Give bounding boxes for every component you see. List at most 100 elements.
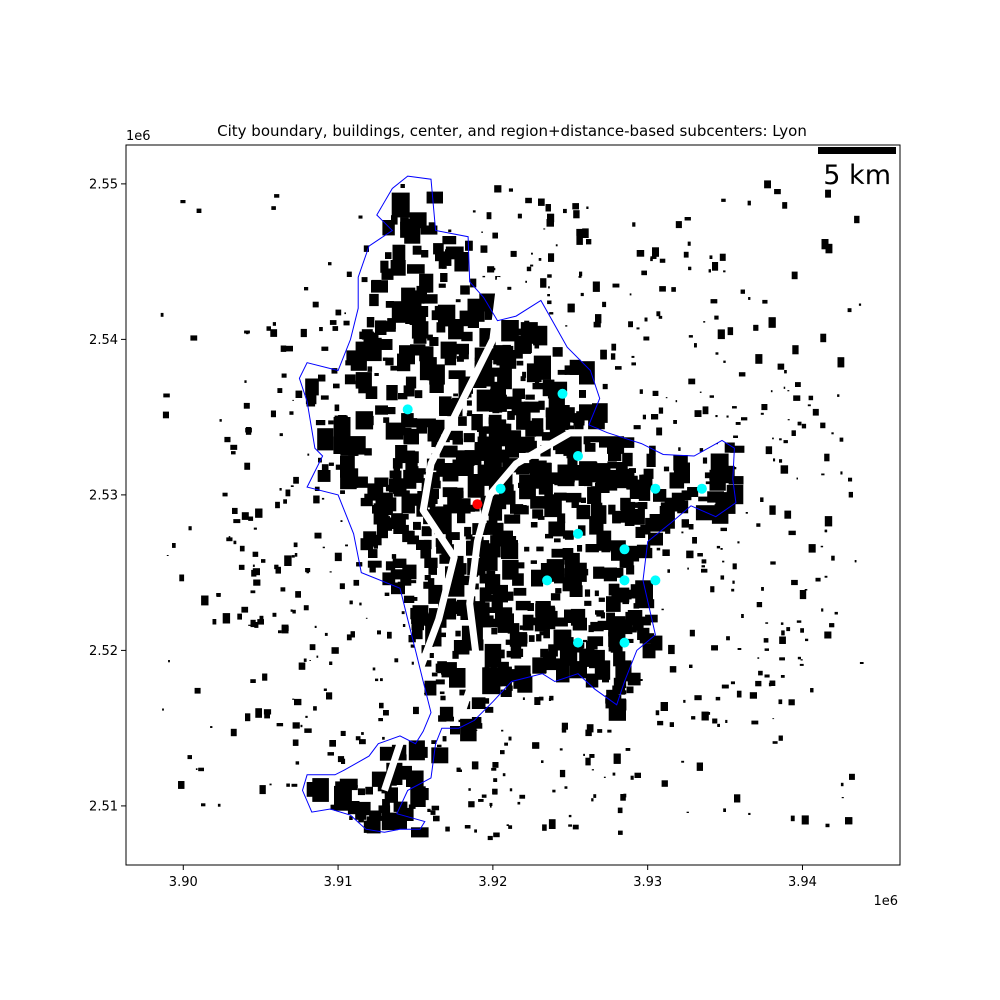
building-footprint [535, 601, 551, 621]
building-footprint [548, 644, 558, 657]
building-footprint [837, 394, 840, 397]
building-footprint [481, 794, 487, 798]
building-footprint [498, 377, 507, 390]
building-footprint [430, 810, 436, 815]
building-footprint [664, 497, 675, 512]
building-footprint [610, 643, 623, 653]
building-footprint [824, 631, 832, 639]
building-footprint [765, 446, 773, 455]
building-footprint [489, 802, 493, 806]
building-footprint [306, 571, 309, 574]
building-footprint [497, 671, 510, 681]
building-footprint [585, 544, 599, 553]
building-footprint [438, 283, 446, 288]
building-footprint [623, 793, 627, 798]
building-footprint [571, 497, 579, 508]
building-footprint [602, 383, 608, 390]
building-footprint [848, 491, 853, 498]
building-footprint [230, 444, 238, 450]
building-footprint [478, 432, 487, 437]
building-footprint [732, 563, 737, 570]
building-footprint [290, 485, 294, 487]
building-footprint [429, 337, 439, 346]
building-footprint [595, 314, 602, 324]
building-footprint [529, 458, 539, 474]
building-footprint [567, 457, 578, 469]
building-footprint [424, 619, 430, 626]
building-footprint [749, 692, 757, 699]
building-footprint [516, 463, 530, 475]
building-footprint [490, 535, 502, 546]
building-footprint [615, 366, 622, 370]
building-footprint [335, 464, 343, 470]
building-footprint [474, 583, 479, 590]
building-footprint [252, 564, 255, 567]
building-footprint [281, 373, 287, 378]
building-footprint [521, 482, 535, 496]
building-footprint [501, 450, 510, 459]
building-footprint [779, 657, 785, 661]
building-footprint [383, 407, 396, 415]
building-footprint [471, 761, 479, 770]
building-footprint [688, 524, 694, 530]
city-boundary [298, 175, 737, 833]
building-footprint [770, 390, 773, 393]
building-footprint [382, 799, 390, 808]
building-footprint [608, 583, 620, 596]
building-footprint [618, 649, 623, 655]
building-footprint [552, 789, 556, 793]
building-footprint [329, 740, 336, 747]
building-footprint [230, 728, 237, 737]
building-footprint [405, 460, 418, 471]
building-footprint [425, 472, 440, 484]
building-footprint [387, 517, 397, 525]
building-footprint [294, 553, 298, 557]
building-footprint [768, 317, 776, 328]
building-footprint [421, 660, 432, 667]
building-footprint [477, 426, 486, 432]
building-footprint [824, 453, 830, 462]
building-footprint [364, 493, 377, 501]
building-footprint [353, 476, 368, 488]
building-footprint [439, 404, 450, 416]
building-footprint [324, 632, 328, 636]
building-footprint [293, 476, 299, 484]
building-footprint [671, 492, 685, 512]
building-footprint [379, 702, 384, 709]
building-footprint [413, 469, 422, 478]
building-footprint [499, 358, 517, 369]
building-footprint [669, 722, 674, 727]
building-footprint [541, 432, 553, 441]
building-footprint [551, 548, 568, 558]
building-footprint [431, 747, 449, 764]
building-footprint [270, 410, 276, 418]
building-footprint [445, 246, 464, 260]
building-footprint [748, 297, 751, 300]
building-footprint [506, 540, 518, 547]
building-footprint [581, 497, 586, 503]
building-footprint [572, 824, 579, 830]
building-footprint [715, 415, 718, 418]
building-footprint [656, 427, 663, 436]
building-footprint [358, 817, 364, 823]
building-footprint [709, 395, 714, 398]
building-footprint [548, 286, 550, 289]
building-footprint [643, 336, 650, 341]
building-footprint [511, 627, 517, 631]
building-footprint [812, 408, 819, 416]
subcenter-marker [619, 544, 630, 555]
building-footprint [688, 378, 696, 385]
building-footprint [382, 736, 385, 740]
building-footprint [695, 505, 712, 521]
building-footprint [492, 267, 496, 271]
building-footprint [317, 470, 331, 482]
building-footprint [615, 660, 632, 682]
building-footprint [772, 718, 775, 720]
building-footprint [579, 390, 586, 398]
building-footprint [424, 557, 438, 568]
building-footprint [841, 797, 844, 799]
building-footprint [725, 719, 728, 723]
building-footprint [656, 311, 661, 317]
building-footprint [769, 680, 776, 686]
